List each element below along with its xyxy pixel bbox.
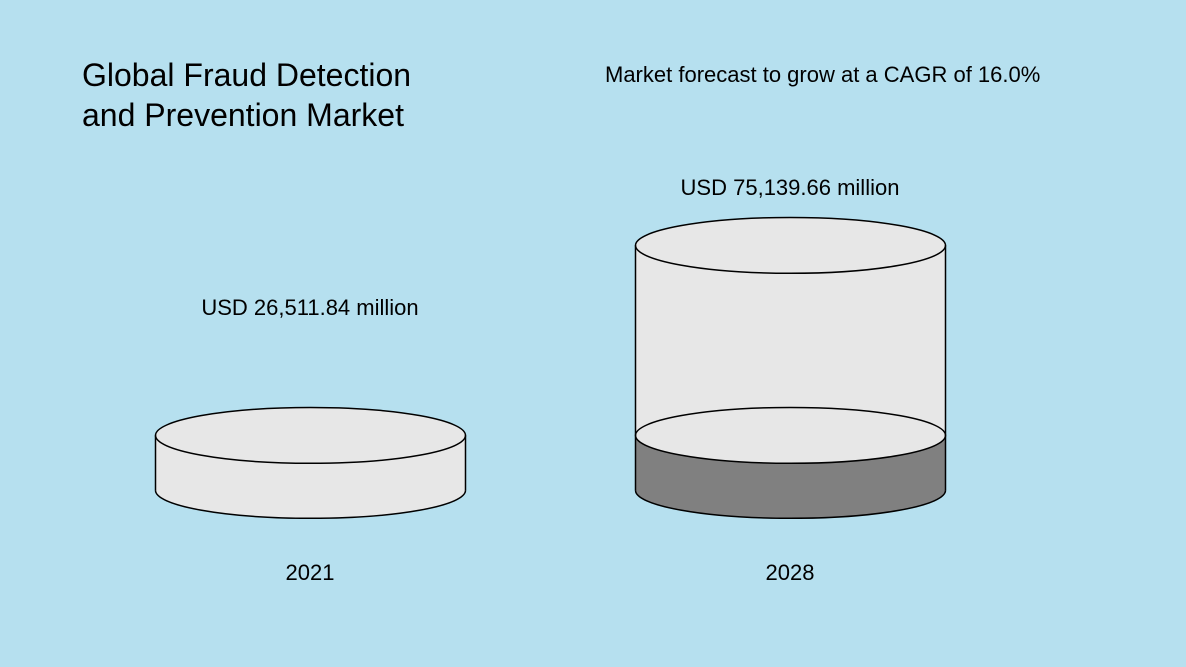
year-label: 2021 bbox=[150, 560, 470, 586]
cylinder-0 bbox=[154, 406, 467, 520]
value-label: USD 75,139.66 million bbox=[630, 175, 950, 201]
value-label: USD 26,511.84 million bbox=[150, 295, 470, 321]
infographic-canvas: Global Fraud Detection and Prevention Mar… bbox=[0, 0, 1186, 667]
cylinder-1 bbox=[634, 216, 947, 520]
cylinder-wrap bbox=[154, 406, 467, 525]
chart-title: Global Fraud Detection and Prevention Mar… bbox=[82, 55, 411, 135]
title-line: Global Fraud Detection bbox=[82, 57, 411, 93]
year-label: 2028 bbox=[630, 560, 950, 586]
cylinder-wrap bbox=[634, 216, 947, 525]
title-line: and Prevention Market bbox=[82, 97, 404, 133]
chart-subtitle: Market forecast to grow at a CAGR of 16.… bbox=[605, 62, 1040, 88]
